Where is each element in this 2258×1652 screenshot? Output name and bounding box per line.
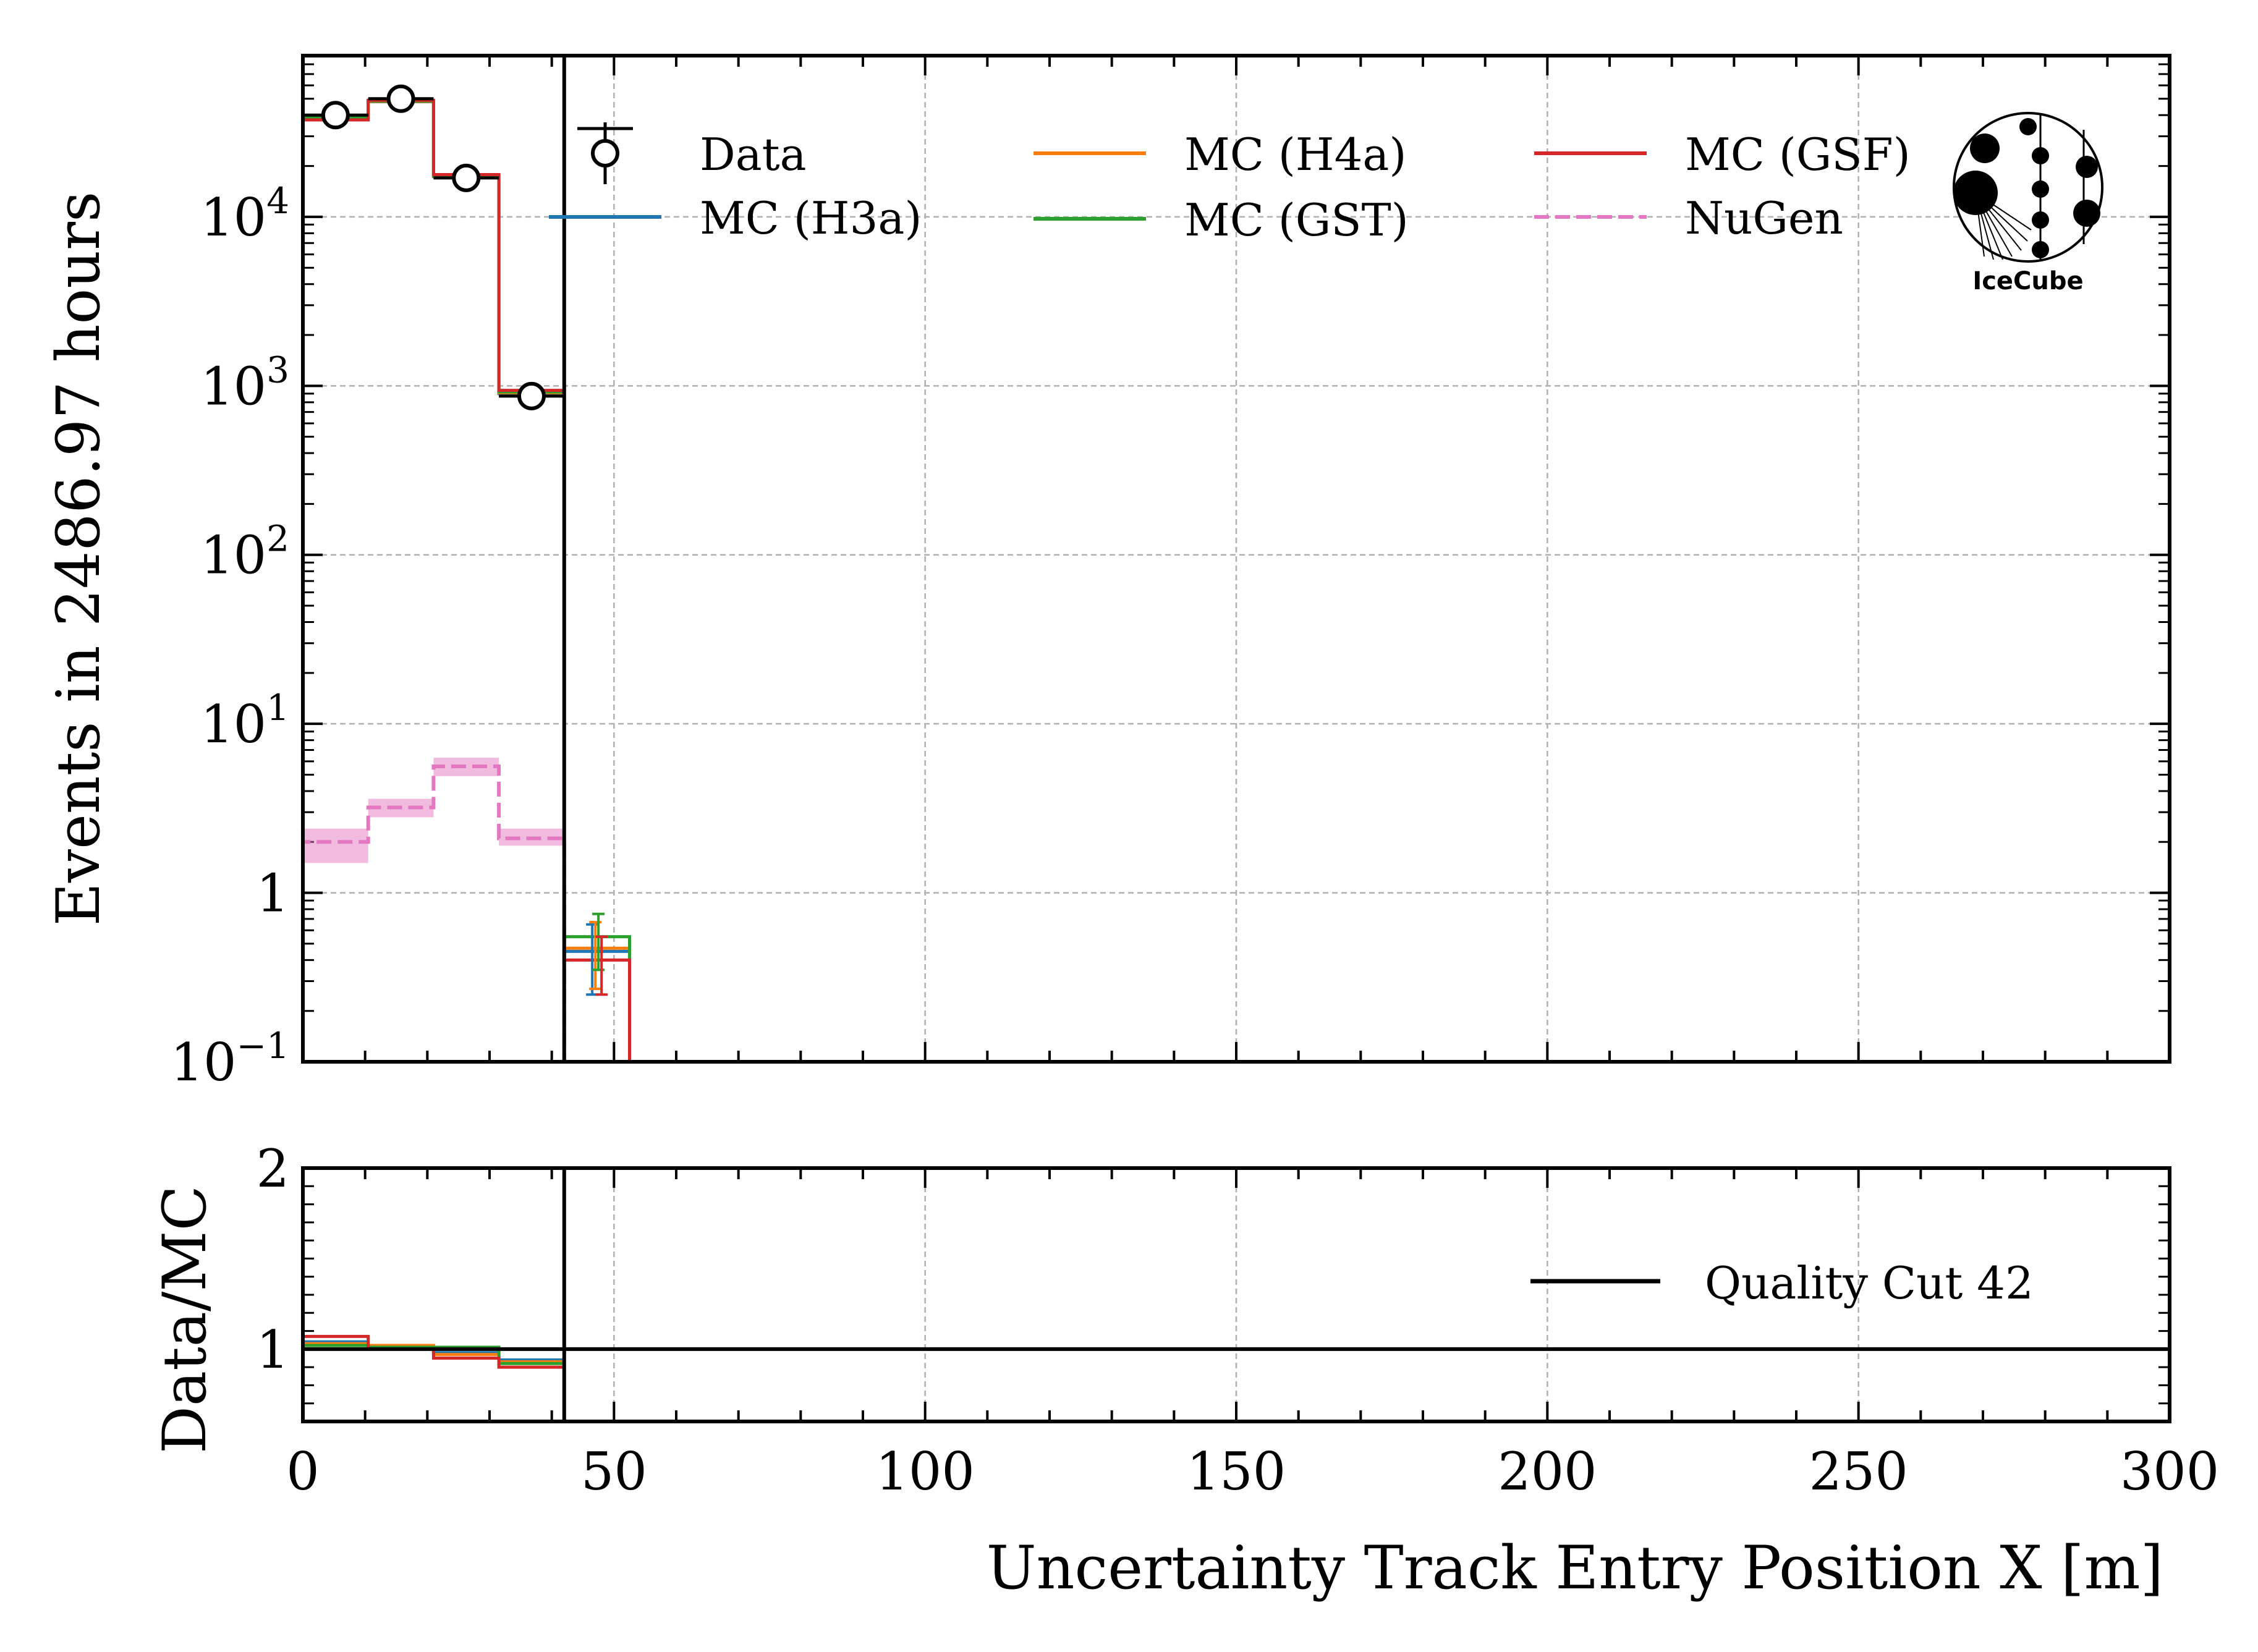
data-point [321,101,350,130]
data-point [386,84,415,113]
legend-label-mc-h3a: MC (H3a) [700,192,922,244]
x-tick-label: 300 [2120,1441,2219,1502]
y-tick-label: 101 [200,687,289,755]
data-point [517,381,546,410]
y-tick-label: 1 [257,863,289,924]
y-tick-label: 1 [257,1319,289,1380]
mc-error-bars [586,912,608,996]
y-tick-label: 2 [257,1138,289,1199]
ratio-y-axis-label: Data/MC [150,1185,219,1454]
legend-label-nugen: NuGen [1685,192,1843,244]
legend-label-data: Data [700,129,807,180]
x-tick-label: 100 [875,1441,974,1502]
legend-entry-mc-h3a: MC (H3a) [549,192,922,244]
legend-entry-nugen: NuGen [1534,192,1843,244]
ratio-grid [613,1168,1859,1421]
legend-marker-data [591,139,619,167]
icecube-logo: IceCube [1953,112,2103,295]
ratio-y-tick-labels: 12 [257,1138,289,1380]
series-nugen [303,765,566,1062]
legend-entry-mc-gst: MC (GST) [1034,194,1409,246]
x-tick-label: 200 [1498,1441,1597,1502]
y-tick-label: 10−1 [171,1025,289,1093]
x-tick-labels: 0 50 100 150 200 250 300 [286,1441,2219,1502]
nugen-uncertainty-band [303,758,564,863]
legend-label-mc-gst: MC (GST) [1184,194,1409,246]
main-frame [301,54,2171,1064]
x-tick-label: 0 [286,1441,319,1502]
x-tick-label: 50 [581,1441,647,1502]
data-points [303,84,564,410]
ratio-mc-gsf [303,1334,566,1421]
y-tick-label: 102 [200,518,289,586]
y-tick-label: 103 [200,349,289,417]
legend-entry-data: Data [577,122,807,184]
nugen-band [303,828,368,863]
legend-entry-mc-h4a: MC (H4a) [1034,129,1406,180]
ratio-panel: 12 Data/MC Quality Cut 42 [150,1138,2171,1454]
ratio-frame [301,1166,2171,1423]
legend-label-quality-cut: Quality Cut 42 [1705,1257,2034,1309]
main-y-tick-labels: 10−1 1 101 102 103 104 [171,180,289,1093]
data-point [452,163,481,192]
legend: Data MC (H3a) MC (H4a) MC (GST) MC (GSF)… [549,122,1911,246]
x-tick-label: 250 [1809,1441,1908,1502]
main-panel: 10−1 1 101 102 103 104 Events in 2486.97 hour… [44,54,2171,1093]
x-axis-label: Uncertainty Track Entry Position X [m] [987,1533,2163,1603]
main-y-axis-label: Events in 2486.97 hours [44,192,113,926]
ratio-legend: Quality Cut 42 [1530,1257,2034,1309]
logo-text: IceCube [1972,267,2083,295]
legend-entry-mc-gsf: MC (GSF) [1534,129,1911,180]
legend-label-mc-gsf: MC (GSF) [1685,129,1911,180]
x-tick-label: 150 [1187,1441,1286,1502]
y-tick-label: 104 [200,180,289,248]
legend-label-mc-h4a: MC (H4a) [1184,129,1406,180]
